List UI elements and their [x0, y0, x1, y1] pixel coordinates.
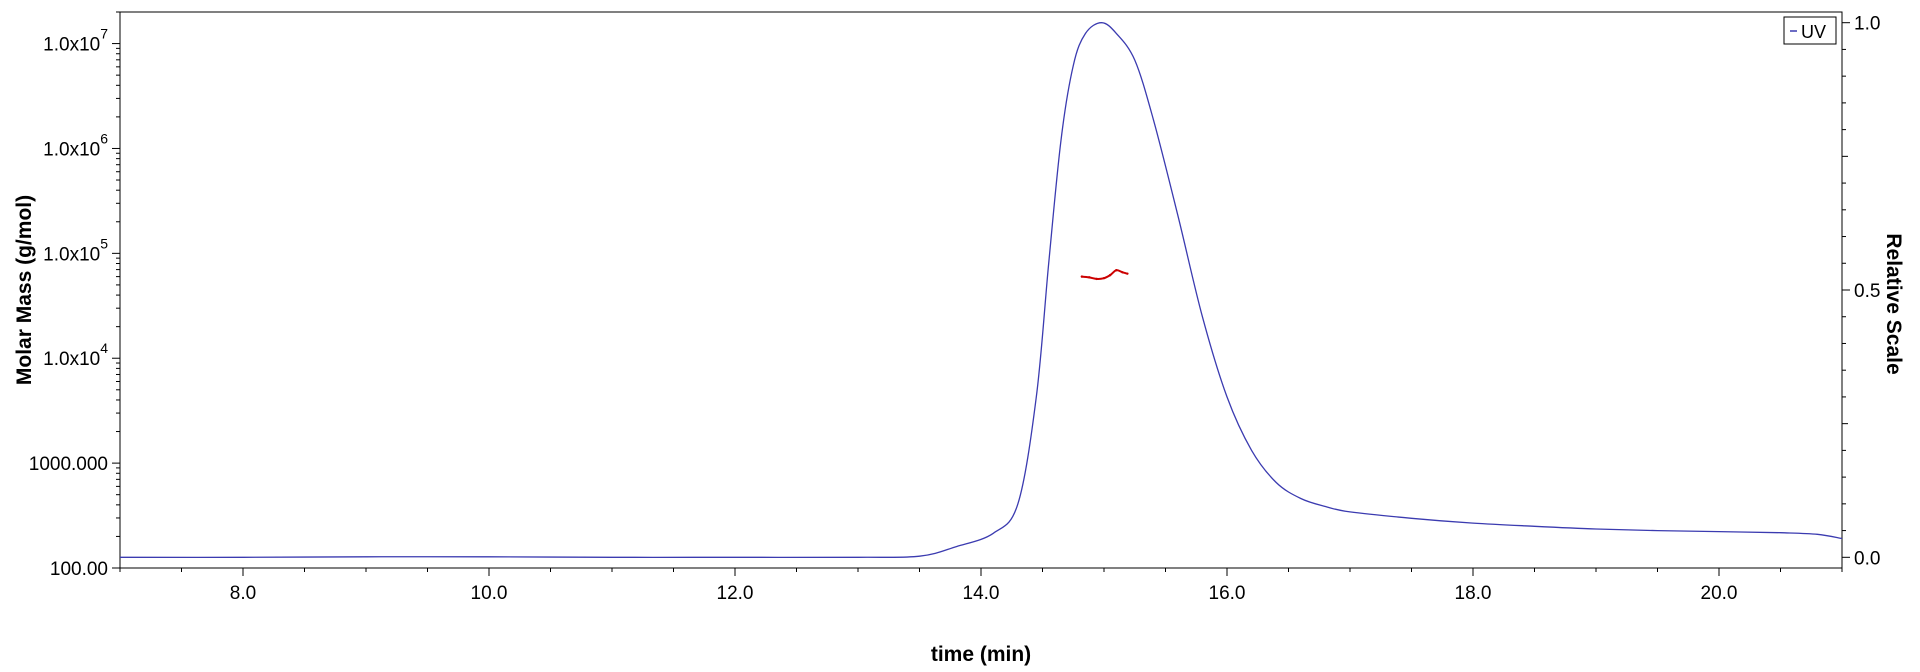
series-point-molar-mass: [1088, 276, 1091, 279]
x-axis-title: time (min): [931, 643, 1031, 666]
series-point-molar-mass: [1115, 269, 1118, 272]
x-tick-label: 14.0: [963, 583, 1000, 604]
y-right-tick-label: 0.5: [1854, 281, 1880, 302]
series-point-molar-mass: [1102, 276, 1106, 280]
y-right-tick-label: 0.0: [1854, 548, 1880, 569]
y-axis-right-title: Relative Scale: [1882, 233, 1905, 374]
series-point-molar-mass: [1080, 275, 1084, 278]
y-left-tick-label: 1.0x106: [43, 130, 108, 160]
x-tick-label: 10.0: [471, 583, 508, 604]
x-tick-label: 8.0: [230, 583, 256, 604]
y-left-tick-label: 1000.000: [29, 454, 108, 475]
legend[interactable]: UV: [1783, 16, 1837, 45]
y-left-tick-label: 100.00: [50, 559, 108, 580]
y-left-tick-label: 1.0x105: [43, 235, 108, 265]
x-tick-label: 16.0: [1209, 583, 1246, 604]
legend-label-uv: UV: [1801, 22, 1826, 42]
axes-layer: 8.0 10.0 12.0 14.0 16.0 18.0 20.0 100.00 1000.00…: [29, 11, 1880, 604]
series-point-molar-mass: [1095, 277, 1098, 281]
y-left-tick-label: 1.0x107: [43, 26, 108, 56]
plot-frame: [119, 11, 1843, 569]
y-left-tick-label: 1.0x104: [43, 340, 108, 370]
x-tick-label: 12.0: [717, 583, 754, 604]
y-right-tick-label: 1.0: [1854, 14, 1880, 35]
x-tick-label: 20.0: [1701, 583, 1738, 604]
series-point-molar-mass: [1121, 271, 1124, 274]
series-point-molar-mass: [1108, 273, 1112, 277]
y-axis-left-title: Molar Mass (g/mol): [13, 195, 36, 385]
series-line-uv: [119, 22, 1843, 559]
x-tick-label: 18.0: [1455, 583, 1492, 604]
series-layer: [119, 22, 1843, 559]
series-point-molar-mass: [1126, 272, 1129, 275]
